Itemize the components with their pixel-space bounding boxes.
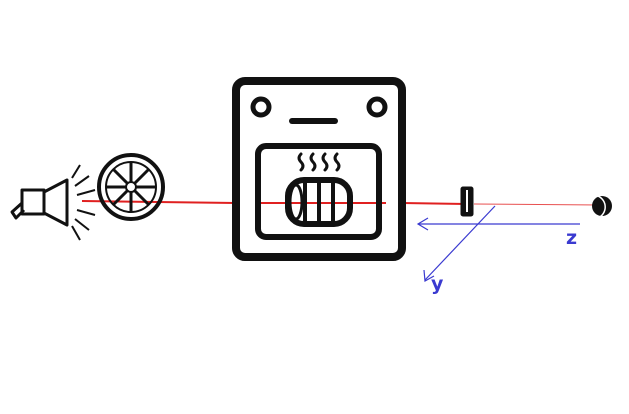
z-axis-label: z — [566, 227, 577, 249]
heat-waves-icon — [297, 152, 341, 172]
lamp-rays — [71, 164, 96, 241]
oven-knob-left — [250, 96, 272, 118]
y-axis-label: y — [431, 273, 444, 295]
oven-window — [255, 143, 382, 240]
beam-segment-detector — [473, 203, 601, 206]
coordinate-axes — [416, 205, 580, 282]
y-axis — [424, 205, 496, 281]
y-axis-arrowhead — [423, 269, 435, 282]
slit-icon — [460, 186, 474, 217]
chopper-wheel-icon — [97, 153, 165, 221]
oven-icon — [232, 77, 406, 261]
oven-knob-right — [366, 96, 388, 118]
heated-sample-icon — [285, 152, 353, 227]
lamp-icon — [10, 164, 96, 241]
beam-segment-exit — [401, 202, 467, 205]
oven-body — [232, 77, 406, 261]
detector-icon — [592, 195, 612, 219]
z-axis-arrowhead — [416, 217, 429, 231]
